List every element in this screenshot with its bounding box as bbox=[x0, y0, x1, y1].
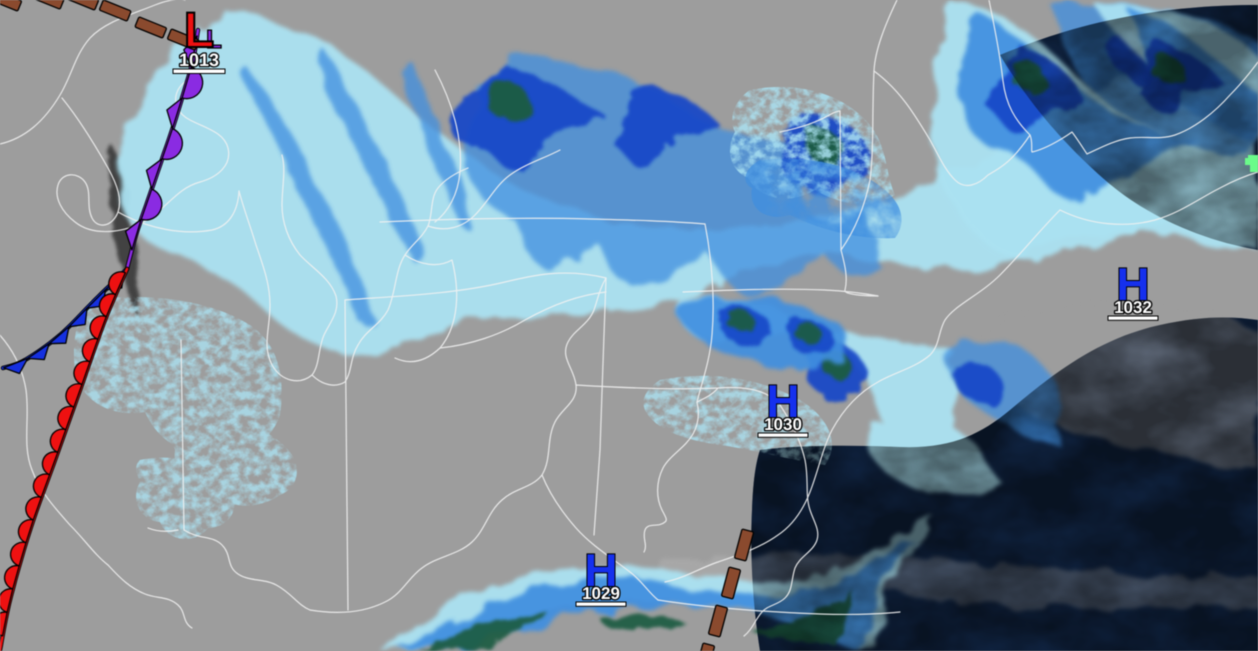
svg-text:1029: 1029 bbox=[582, 584, 620, 603]
svg-text:1030: 1030 bbox=[764, 415, 802, 434]
svg-text:1013: 1013 bbox=[179, 50, 219, 70]
svg-text:1032: 1032 bbox=[1114, 298, 1152, 317]
